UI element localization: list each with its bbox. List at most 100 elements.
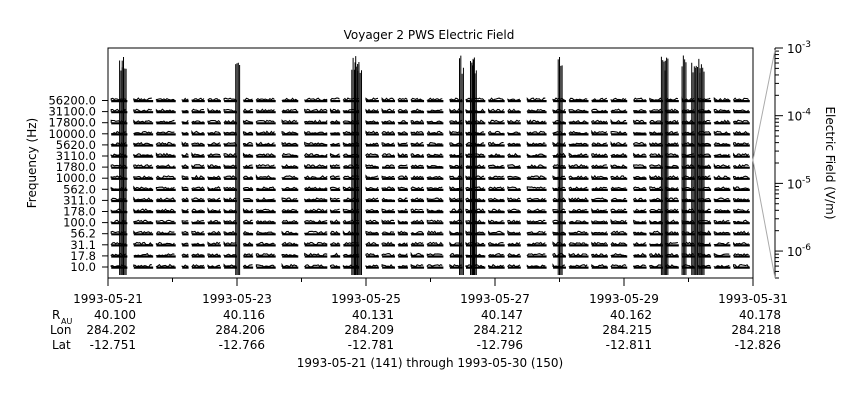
channel-trace-segment (191, 230, 205, 234)
channel-trace-segment (426, 263, 443, 267)
channel-trace-segment (526, 153, 546, 157)
channel-trace-segment (365, 174, 379, 179)
channel-trace-segment (281, 253, 298, 257)
channel-trace-segment (488, 242, 504, 246)
channel-trace-segment (181, 141, 189, 146)
channel-trace-segment (155, 175, 175, 179)
channel-trace-segment (526, 197, 546, 201)
channel-trace-segment (610, 130, 627, 135)
channel-trace-segment (733, 264, 750, 268)
channel-trace-segment (181, 186, 189, 190)
channel-trace-segment (713, 197, 730, 201)
channel-trace-segment (381, 120, 395, 124)
channel-trace-segment (507, 208, 521, 212)
electric-field-axis: 10-310-410-510-6 (752, 40, 811, 279)
channel-trace-segment (381, 107, 395, 113)
channel-trace-segment (507, 119, 521, 124)
channel-trace-segment (281, 130, 298, 135)
channel-trace-segment (610, 118, 627, 124)
channel-trace-segment (255, 186, 275, 190)
channel-trace-segment (242, 141, 253, 146)
channel-trace-segment (507, 175, 521, 179)
channel-trace-segment (488, 219, 504, 224)
channel-trace-segment (133, 219, 153, 224)
channel-trace-segment (488, 175, 504, 179)
channel-trace-segment (426, 186, 443, 190)
channel-trace-segment (207, 107, 221, 113)
channel-trace-segment (649, 208, 663, 212)
channel-trace-segment (329, 230, 340, 235)
channel-trace-segment (255, 219, 275, 224)
channel-trace-segment (397, 97, 408, 101)
channel-trace-segment (223, 241, 237, 246)
time-axis: 1993-05-21 1993-05-23 1993-05-25 1993-05-27… (73, 278, 788, 306)
channel-trace-segment (397, 131, 408, 135)
channel-trace-segment (507, 252, 520, 257)
channel-trace-segment (633, 252, 646, 257)
channel-trace-segment (365, 208, 378, 212)
channel-trace-segment (242, 175, 253, 179)
channel-trace-segment (591, 153, 608, 157)
channel-trace-segment (365, 219, 379, 224)
channel-trace-segment (207, 130, 221, 135)
channel-trace-segment (426, 253, 443, 256)
channel-trace-segment (713, 153, 730, 157)
frequency-axis: 10.017.831.156.2100.0178.0311.0562.01000… (48, 94, 108, 274)
channel-trace-segment (381, 175, 395, 179)
channel-trace-segment (242, 119, 253, 123)
channel-trace-segment (242, 152, 253, 157)
channel-trace-segment (223, 175, 237, 179)
channel-trace-segment (133, 97, 152, 102)
ephem-lat-value: -12.751 (90, 338, 136, 352)
channel-trace-segment (488, 186, 505, 191)
ephem-lat-value: -12.811 (606, 338, 652, 352)
channel-trace-segment (507, 108, 521, 112)
y2-axis-label: Electric Field (V/m) (823, 106, 837, 219)
channel-trace-segment (526, 241, 546, 246)
channel-trace-segment (633, 175, 646, 179)
channel-trace-segment (426, 219, 443, 224)
channel-trace-segment (591, 129, 608, 135)
channel-trace-segment (410, 119, 424, 124)
channel-trace-segment (191, 164, 205, 168)
channel-trace-segment (649, 108, 663, 112)
channel-trace-segment (223, 230, 237, 234)
chart-title: Voyager 2 PWS Electric Field (344, 28, 515, 42)
channel-trace-segment (526, 164, 546, 168)
channel-trace-segment (304, 175, 328, 179)
channel-trace-segment (223, 197, 237, 202)
channel-trace-segment (426, 153, 443, 157)
channel-trace-segment (610, 175, 627, 179)
freq-tick-label: 1780.0 (56, 160, 96, 174)
channel-trace-segment (304, 108, 328, 113)
channel-trace-segment (207, 241, 221, 246)
channel-trace-segment (507, 98, 521, 102)
y2-tick-exponent: -4 (802, 108, 811, 118)
channel-trace-segment (223, 119, 237, 124)
channel-trace-segment (304, 119, 328, 124)
x-axis-label: 1993-05-21 (141) through 1993-05-30 (150… (297, 356, 563, 370)
channel-trace-segment (426, 97, 443, 101)
channel-trace-segment (568, 242, 588, 246)
channel-trace-segment (381, 186, 395, 190)
channel-trace-segment (255, 253, 275, 257)
channel-trace-segment (713, 230, 730, 235)
channel-trace-segment (568, 152, 588, 157)
channel-trace-segment (397, 108, 408, 112)
channel-trace-segment (191, 152, 205, 157)
channel-trace-segment (410, 130, 424, 135)
channel-trace-segment (223, 142, 237, 145)
channel-trace-segment (568, 230, 588, 234)
channel-trace-segment (329, 175, 340, 179)
channel-trace-segment (133, 141, 152, 146)
y-axis-label: Frequency (Hz) (25, 118, 39, 209)
y2-tick-exponent: -5 (802, 175, 811, 185)
channel-trace-segment (223, 263, 237, 267)
ephem-r-value: 40.131 (352, 308, 394, 322)
channel-trace-segment (733, 197, 749, 201)
channel-trace-segment (610, 108, 627, 112)
channel-trace-segment (181, 242, 189, 245)
channel-trace-segment (649, 230, 662, 235)
channel-trace-segment (633, 108, 646, 113)
channel-trace-segment (191, 142, 205, 146)
